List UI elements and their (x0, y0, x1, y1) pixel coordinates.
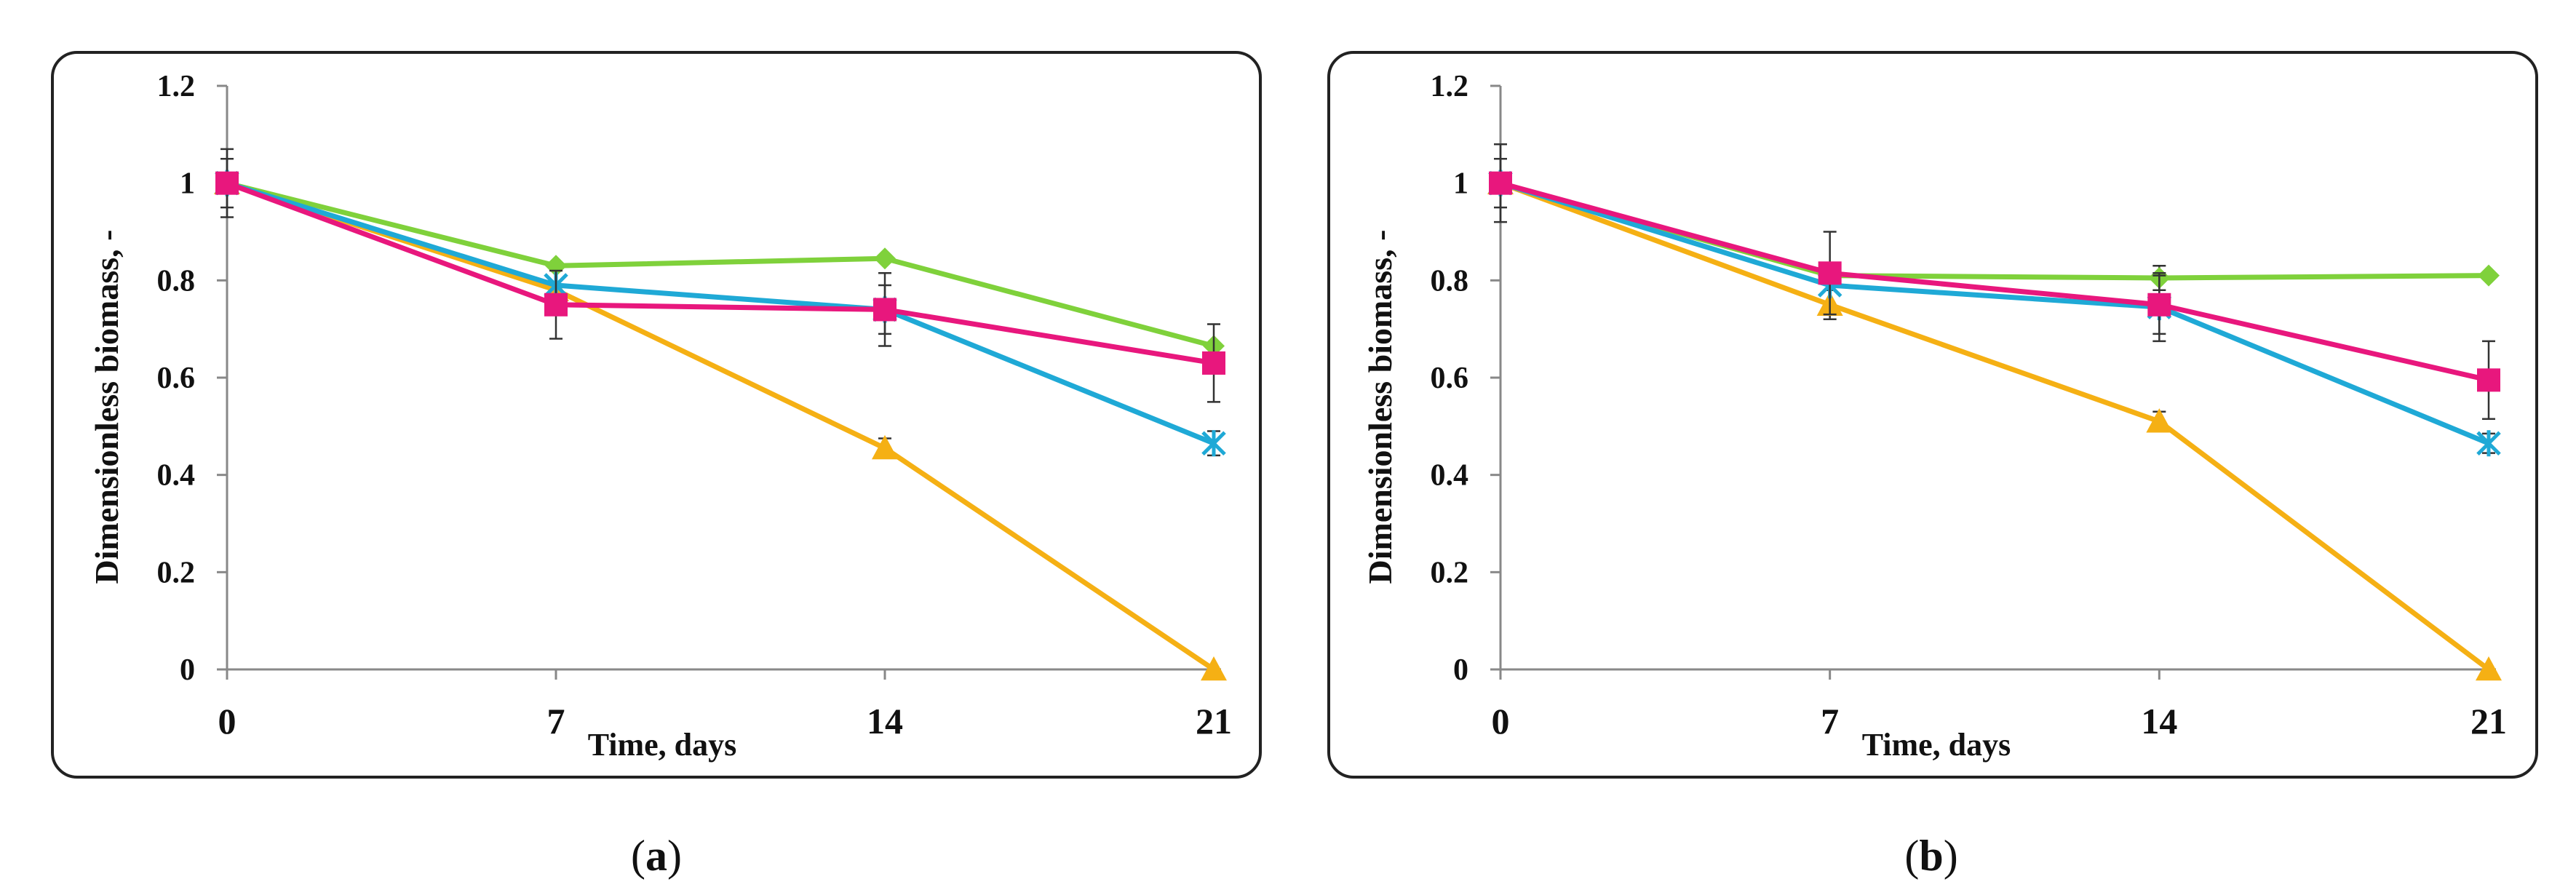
y-tick-label: 0.2 (1431, 556, 1469, 589)
x-tick-label: 21 (1196, 701, 1232, 741)
y-tick-label: 0.6 (157, 362, 196, 395)
x-tick-label: 0 (218, 701, 236, 741)
series-line-cyan (226, 180, 1215, 446)
y-tick-label: 1 (1453, 167, 1468, 201)
caption-paren-close: ) (667, 832, 682, 880)
series-line-cyan (1499, 180, 2490, 446)
series-line-orange (1499, 180, 2491, 672)
data-point-magenta (1202, 351, 1225, 375)
data-point-magenta (2147, 293, 2171, 317)
data-point-magenta (1489, 171, 1512, 195)
data-point-magenta (2477, 368, 2500, 392)
x-axis-title: Time, days (588, 727, 737, 763)
y-tick-label: 0 (1453, 653, 1468, 687)
data-point-magenta (215, 171, 239, 195)
x-tick-label: 0 (1492, 701, 1510, 741)
y-tick-label: 1 (180, 167, 195, 201)
x-tick-label: 14 (867, 701, 903, 741)
chart-panel-a: 0 0.2 0.4 0.6 0.8 1 1.2 0 7 14 21 Time, days Dimensi… (51, 51, 1262, 779)
series-magenta (215, 158, 1225, 403)
data-point-magenta (544, 293, 568, 317)
y-tick-label: 1.2 (1431, 70, 1469, 103)
x-tick-label: 21 (2470, 701, 2507, 741)
series-magenta (1489, 158, 2500, 421)
y-axis-title: Dimensionless biomass, - (88, 230, 125, 584)
data-point-magenta (1818, 261, 1842, 285)
panel-caption-b: (b) (1904, 832, 1957, 880)
y-tick-label: 0 (180, 653, 195, 687)
series-line-magenta (1500, 180, 2489, 383)
data-point-cyan (1201, 430, 1226, 457)
chart-frame (51, 51, 1262, 779)
x-tick-label: 14 (2141, 701, 2177, 741)
y-tick-label: 0.8 (1431, 264, 1469, 298)
chart-panel-b: 0 0.2 0.4 0.6 0.8 1 1.2 0 7 14 21 Time, days Dimensi… (1327, 51, 2538, 779)
caption-letter: b (1919, 832, 1943, 880)
y-axis-title: Dimensionless biomass, - (1361, 230, 1399, 584)
data-point-magenta (873, 298, 897, 322)
caption-paren-open: ( (631, 832, 645, 880)
x-axis-title: Time, days (1862, 727, 2011, 763)
y-tick-label: 0.6 (1431, 362, 1469, 395)
series-line-magenta (226, 180, 1215, 366)
y-tick-label: 0.8 (157, 264, 196, 298)
data-point-cyan (2476, 430, 2501, 457)
series-line-green (226, 180, 1215, 349)
caption-paren-open: ( (1904, 832, 1919, 880)
data-point-orange (1201, 656, 1227, 681)
caption-letter: a (645, 832, 667, 880)
data-point-green (2478, 264, 2500, 287)
data-point-green (874, 247, 896, 270)
x-tick-label: 7 (547, 701, 565, 741)
x-tick-label: 7 (1821, 701, 1839, 741)
panel-caption-a: (a) (631, 832, 682, 880)
y-tick-label: 1.2 (157, 70, 196, 103)
caption-paren-close: ) (1944, 832, 1958, 880)
data-point-orange (872, 434, 898, 460)
y-tick-label: 0.2 (157, 556, 196, 589)
y-tick-label: 0.4 (157, 459, 196, 493)
data-point-orange (2476, 656, 2502, 681)
data-point-orange (2146, 408, 2173, 433)
y-tick-label: 0.4 (1431, 459, 1469, 493)
